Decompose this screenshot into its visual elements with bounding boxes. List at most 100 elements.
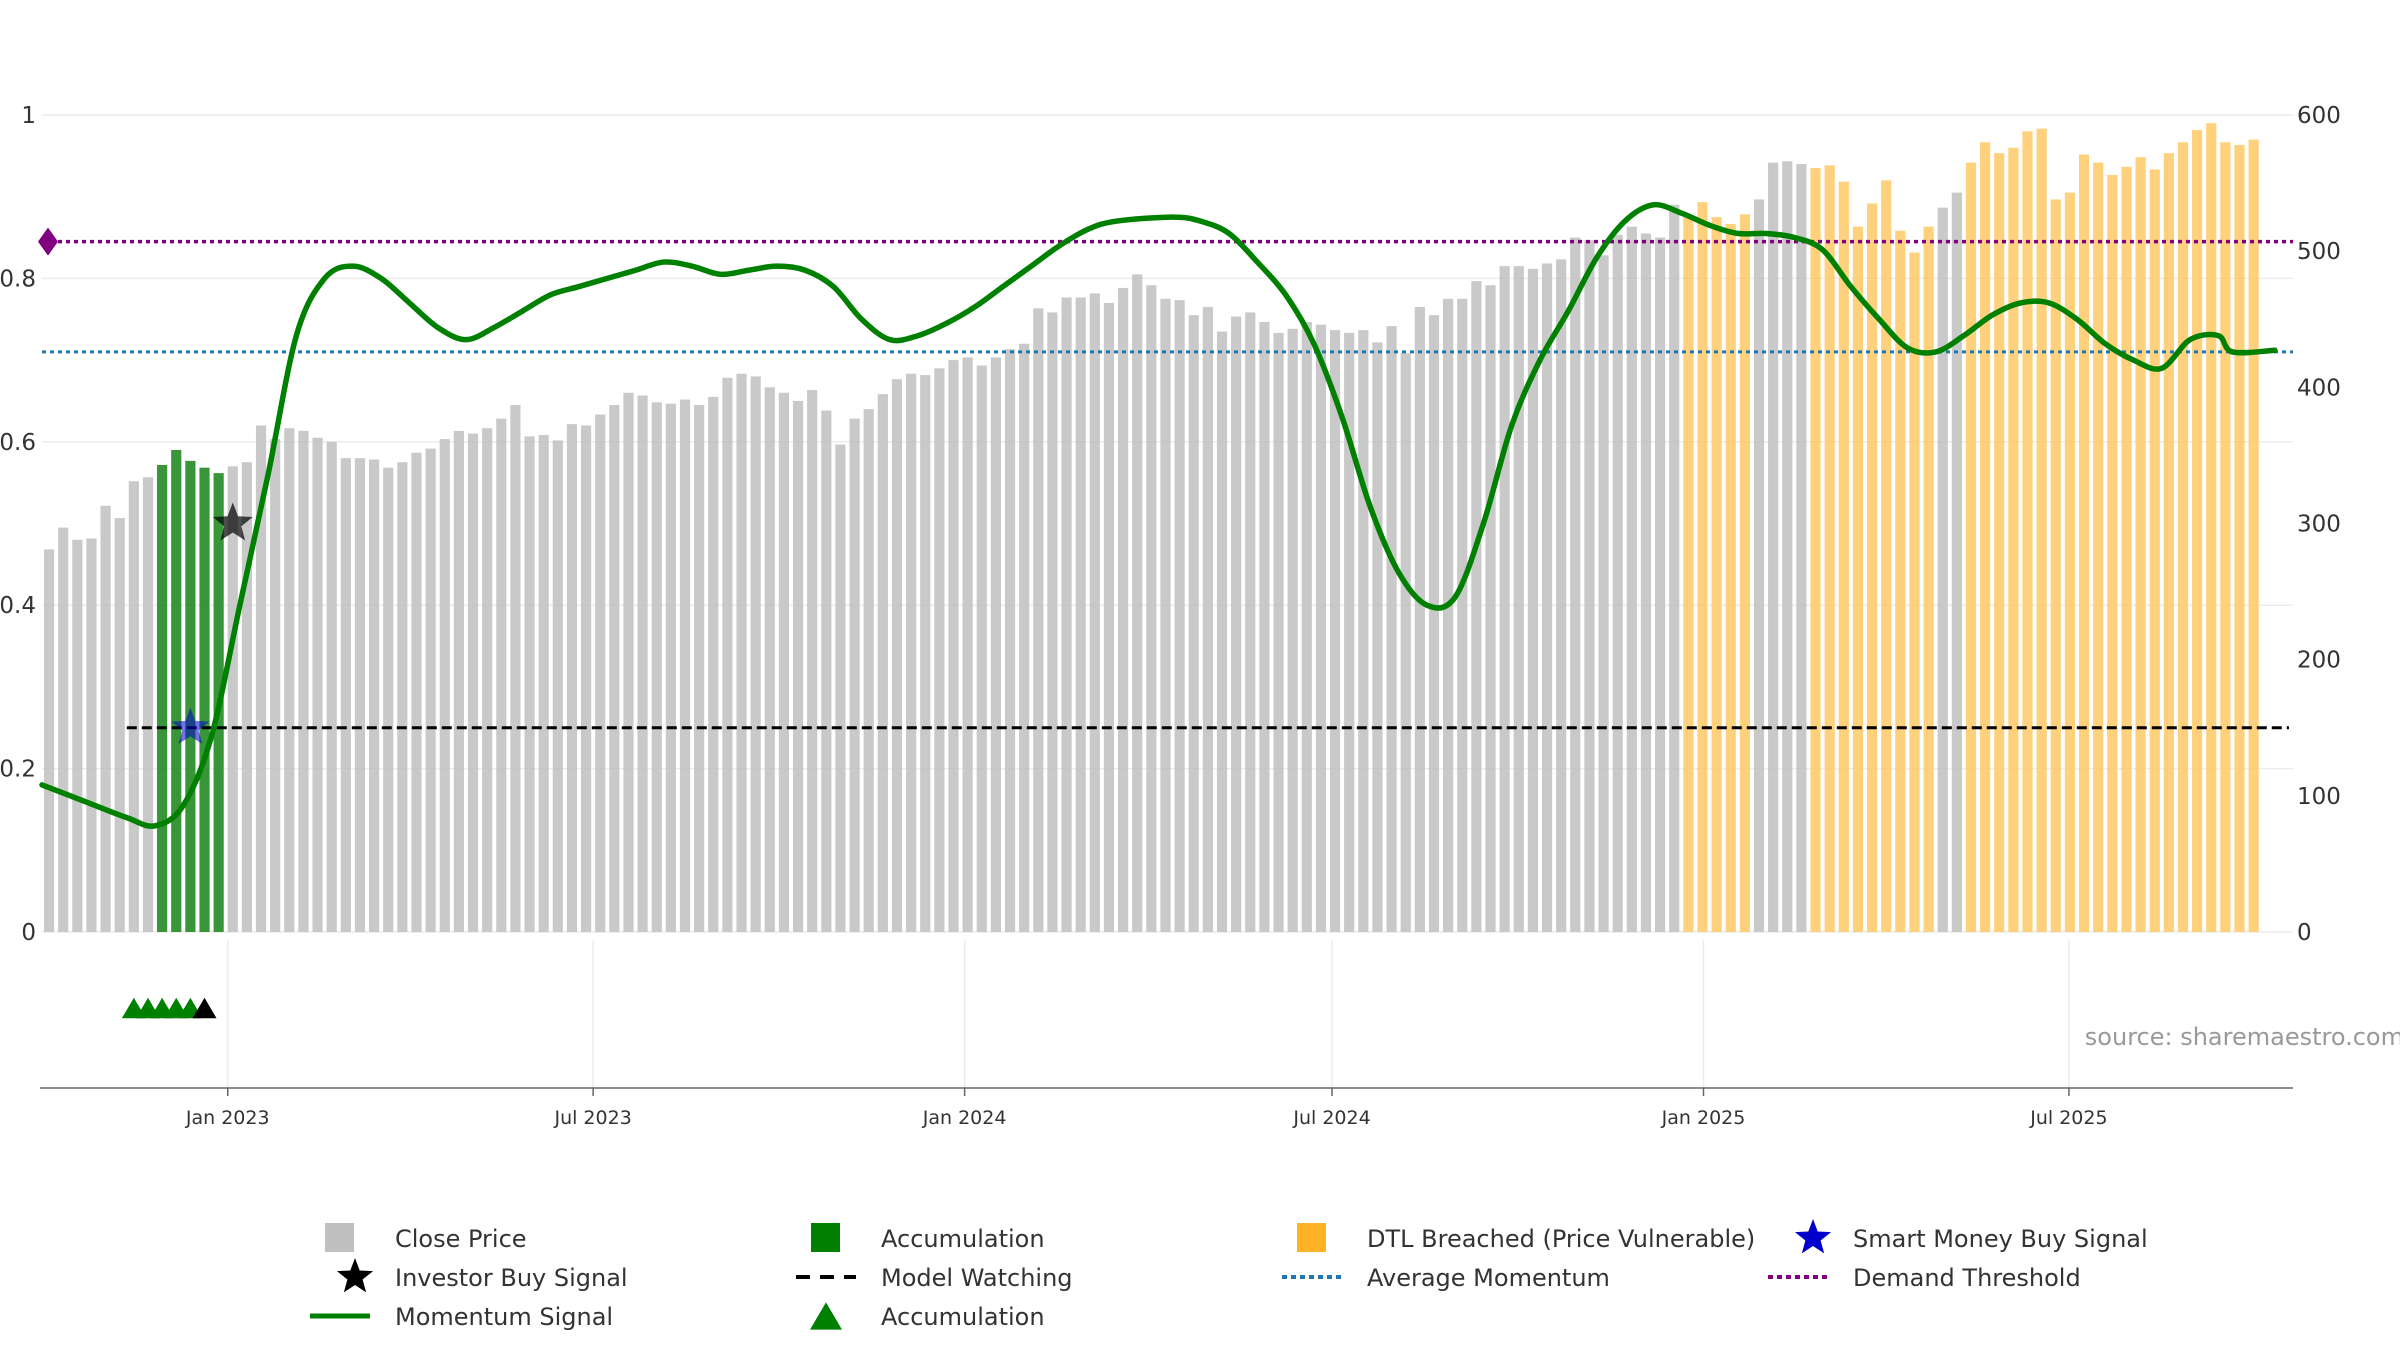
- close-price-bar: [1259, 321, 1270, 932]
- accumulation-triangles: [121, 997, 217, 1019]
- dtl-breached-bar: [2234, 144, 2245, 932]
- legend-item: Demand Threshold: [1768, 1264, 2081, 1292]
- close-price-bar: [482, 428, 493, 932]
- right-axis-tick-label: 600: [2297, 103, 2341, 129]
- accumulation-bar: [171, 449, 182, 932]
- close-price-bar: [1287, 328, 1298, 932]
- close-price-bar: [736, 373, 747, 932]
- dtl-breached-bar: [2064, 192, 2076, 933]
- close-price-bar: [1132, 274, 1143, 932]
- close-price-bar: [1061, 297, 1072, 932]
- close-price-bar: [538, 434, 549, 932]
- close-price-bar: [270, 439, 281, 932]
- legend-label: Smart Money Buy Signal: [1853, 1225, 2148, 1253]
- close-price-bar: [354, 458, 366, 932]
- dtl-breached-bar: [2149, 169, 2160, 932]
- accumulation-bar: [157, 464, 168, 932]
- close-price-bar: [863, 409, 874, 932]
- close-price-bar: [312, 437, 323, 932]
- right-axis-tick-label: 0: [2297, 920, 2312, 946]
- close-price-bar: [284, 428, 295, 932]
- smart-money-buy-star-icon: [171, 707, 210, 744]
- close-price-bar: [1457, 298, 1468, 932]
- close-price-bar: [1753, 199, 1765, 932]
- close-price-bar: [1372, 342, 1383, 933]
- left-axis-tick-label: 0.8: [0, 266, 36, 292]
- close-price-bar: [1273, 332, 1284, 932]
- x-axis-tick-label: Jan 2025: [1661, 1107, 1746, 1129]
- dtl-breached-bar: [1980, 142, 1991, 932]
- close-price-bar: [524, 436, 535, 932]
- close-price-bar: [1386, 326, 1397, 932]
- dtl-breached-bar: [2107, 174, 2118, 932]
- legend-item: Accumulation: [810, 1302, 1045, 1331]
- legend-triangle-icon: [810, 1302, 842, 1330]
- dtl-breached-bar: [1852, 226, 1864, 932]
- dtl-breached-bar: [1866, 203, 1878, 933]
- close-price-bar: [369, 459, 380, 932]
- close-price-bar: [340, 458, 351, 932]
- close-price-bar: [114, 518, 125, 932]
- close-price-bar: [326, 441, 337, 932]
- legend-item: Investor Buy Signal: [336, 1258, 628, 1293]
- close-price-bar: [580, 425, 592, 932]
- dtl-breached-bar: [1683, 217, 1694, 932]
- x-axis-tick-label: Jul 2025: [2029, 1107, 2107, 1129]
- close-price-bar: [1329, 330, 1341, 933]
- close-price-bar: [43, 549, 55, 932]
- close-price-bar: [891, 379, 903, 932]
- close-price-bar: [722, 377, 733, 933]
- accumulation-triangle-icon: [192, 997, 217, 1019]
- close-price-bar: [1471, 281, 1482, 933]
- close-price-bar: [1414, 306, 1425, 932]
- dtl-breached-bar: [2248, 139, 2259, 932]
- close-price-bar: [1160, 298, 1171, 932]
- dtl-breached-bar: [1923, 226, 1934, 932]
- close-price-bar: [906, 373, 917, 932]
- close-price-bar: [467, 433, 479, 932]
- dtl-breached-bar: [1697, 202, 1708, 932]
- close-price-bar: [1796, 164, 1807, 932]
- close-price-bar: [1655, 237, 1666, 933]
- close-price-bar: [1033, 308, 1044, 932]
- close-price-bar: [1216, 331, 1228, 932]
- close-price-bar: [1117, 287, 1129, 933]
- dtl-breached-bar: [1810, 168, 1821, 933]
- close-price-bar: [849, 418, 860, 932]
- right-axis-tick-label: 500: [2297, 239, 2341, 265]
- close-price-bar: [128, 481, 139, 932]
- close-price-bar: [1556, 259, 1567, 932]
- close-price-bar: [1103, 302, 1115, 932]
- x-axis-tick-label: Jan 2024: [922, 1107, 1007, 1129]
- close-price-bar: [595, 414, 606, 933]
- close-price-bar: [1951, 192, 1962, 933]
- left-axis-tick-label: 0.2: [0, 757, 36, 783]
- dtl-breached-bar: [1739, 214, 1750, 932]
- dtl-breached-bar: [1711, 217, 1722, 932]
- close-price-bar: [1640, 233, 1652, 933]
- close-price-bar: [298, 430, 309, 932]
- legend-square-icon: [811, 1223, 840, 1252]
- close-price-bar: [1202, 306, 1213, 932]
- legend-label: Demand Threshold: [1853, 1264, 2081, 1292]
- close-price-bar: [453, 430, 464, 932]
- close-price-bar: [665, 403, 676, 932]
- close-price-bar: [397, 462, 408, 932]
- dtl-breached-bar: [2050, 199, 2061, 932]
- dtl-breached-bar: [2177, 142, 2189, 932]
- close-price-bar: [920, 375, 931, 932]
- dtl-breached-bar: [1725, 223, 1736, 932]
- close-price-bar: [976, 365, 987, 933]
- x-axis-tick-label: Jan 2023: [185, 1107, 270, 1129]
- close-price-bar: [990, 357, 1001, 932]
- legend-label: Momentum Signal: [395, 1303, 613, 1331]
- close-price-bar: [1513, 266, 1524, 932]
- close-price-bar: [1584, 240, 1595, 933]
- legend: Close Price Accumulation DTL Breached (Pri…: [310, 1219, 2148, 1331]
- close-price-bar: [1231, 316, 1242, 932]
- accumulation-bar: [185, 460, 196, 932]
- legend-label: Investor Buy Signal: [395, 1264, 628, 1292]
- close-price-bar: [1443, 298, 1454, 932]
- close-price-bar: [1019, 343, 1030, 932]
